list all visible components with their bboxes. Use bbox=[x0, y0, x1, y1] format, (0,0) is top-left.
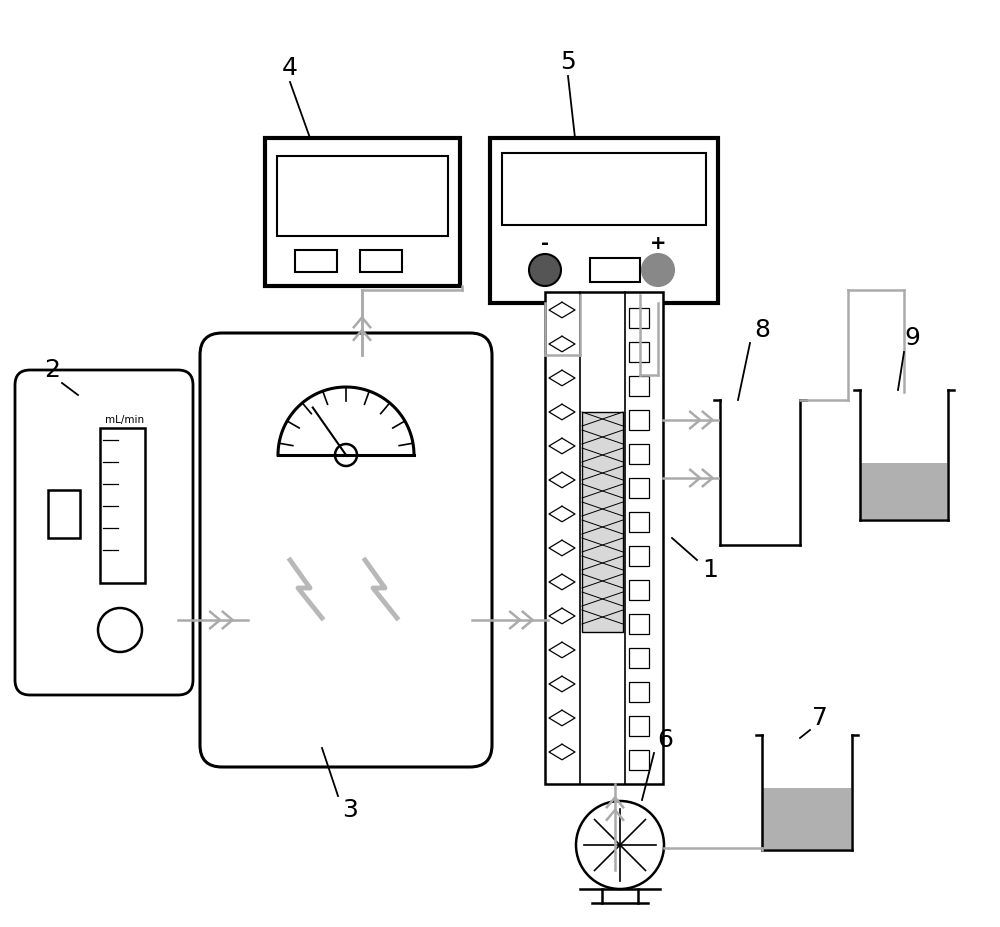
Text: 2: 2 bbox=[44, 358, 60, 382]
Circle shape bbox=[98, 608, 142, 652]
FancyBboxPatch shape bbox=[15, 370, 193, 695]
Text: +: + bbox=[650, 234, 666, 252]
Bar bbox=[490, 138, 718, 303]
Bar bbox=[861, 463, 947, 519]
FancyBboxPatch shape bbox=[200, 333, 492, 767]
Bar bbox=[629, 444, 649, 464]
Bar bbox=[265, 138, 460, 286]
Bar bbox=[48, 490, 80, 538]
Bar bbox=[295, 250, 337, 272]
Bar bbox=[502, 153, 706, 225]
Text: 8: 8 bbox=[754, 318, 770, 342]
Bar bbox=[763, 788, 851, 849]
Text: -: - bbox=[541, 234, 549, 252]
Text: 9: 9 bbox=[904, 326, 920, 350]
Bar bbox=[629, 580, 649, 600]
Bar bbox=[582, 412, 623, 632]
Bar bbox=[629, 478, 649, 498]
Bar bbox=[629, 410, 649, 430]
Bar bbox=[629, 512, 649, 532]
Bar bbox=[277, 156, 448, 236]
Bar bbox=[629, 308, 649, 328]
Bar bbox=[629, 682, 649, 702]
Text: 4: 4 bbox=[282, 56, 298, 80]
Circle shape bbox=[642, 254, 674, 286]
Text: mL/min: mL/min bbox=[105, 415, 145, 425]
Circle shape bbox=[335, 444, 357, 466]
Bar bbox=[629, 716, 649, 736]
Circle shape bbox=[576, 801, 664, 889]
Bar bbox=[360, 250, 402, 272]
Bar bbox=[629, 546, 649, 566]
Text: 5: 5 bbox=[560, 50, 576, 74]
Bar bbox=[590, 258, 640, 282]
Text: 6: 6 bbox=[657, 728, 673, 752]
Bar bbox=[545, 292, 663, 784]
Text: 7: 7 bbox=[812, 706, 828, 730]
Text: 3: 3 bbox=[342, 798, 358, 822]
Bar bbox=[629, 648, 649, 668]
Bar bbox=[629, 342, 649, 362]
Bar bbox=[629, 750, 649, 770]
Bar bbox=[629, 376, 649, 396]
Text: 1: 1 bbox=[702, 558, 718, 582]
Circle shape bbox=[529, 254, 561, 286]
Bar bbox=[629, 614, 649, 634]
Bar bbox=[100, 428, 145, 583]
